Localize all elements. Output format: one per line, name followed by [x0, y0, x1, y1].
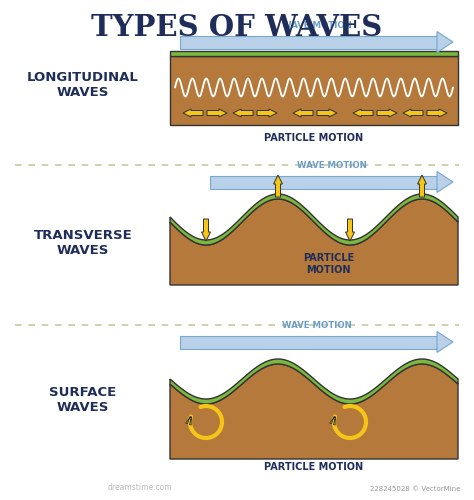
- Text: TRANSVERSE
WAVES: TRANSVERSE WAVES: [34, 229, 132, 257]
- Text: PARTICLE
MOTION: PARTICLE MOTION: [303, 253, 354, 274]
- Text: WAVE MOTION: WAVE MOTION: [282, 22, 351, 30]
- FancyArrow shape: [201, 219, 210, 241]
- Polygon shape: [170, 194, 458, 245]
- Polygon shape: [170, 51, 458, 56]
- Text: PARTICLE MOTION: PARTICLE MOTION: [264, 462, 364, 472]
- Polygon shape: [437, 172, 453, 192]
- Polygon shape: [437, 332, 453, 352]
- Text: 228245028 © VectorMine: 228245028 © VectorMine: [370, 486, 460, 492]
- Text: dreamstime.com: dreamstime.com: [108, 483, 173, 492]
- Polygon shape: [437, 32, 453, 52]
- FancyArrow shape: [183, 109, 203, 117]
- Text: WAVE MOTION: WAVE MOTION: [297, 162, 366, 170]
- Text: TYPES OF WAVES: TYPES OF WAVES: [91, 13, 383, 42]
- Text: LONGITUDINAL
WAVES: LONGITUDINAL WAVES: [27, 71, 139, 99]
- Polygon shape: [180, 36, 437, 49]
- FancyArrow shape: [317, 109, 337, 117]
- FancyArrow shape: [273, 175, 283, 197]
- Polygon shape: [180, 336, 437, 348]
- Polygon shape: [170, 364, 458, 459]
- FancyArrow shape: [418, 175, 427, 197]
- Text: WAVE MOTION: WAVE MOTION: [282, 322, 351, 330]
- Polygon shape: [170, 199, 458, 285]
- FancyArrow shape: [377, 109, 397, 117]
- Text: PARTICLE MOTION: PARTICLE MOTION: [264, 133, 364, 143]
- Polygon shape: [210, 176, 437, 188]
- FancyArrow shape: [185, 416, 192, 425]
- FancyArrow shape: [427, 109, 447, 117]
- Polygon shape: [170, 56, 458, 125]
- FancyArrow shape: [346, 219, 355, 241]
- FancyArrow shape: [329, 416, 336, 425]
- FancyArrow shape: [257, 109, 277, 117]
- Text: SURFACE
WAVES: SURFACE WAVES: [49, 386, 117, 414]
- FancyArrow shape: [233, 109, 253, 117]
- FancyArrow shape: [403, 109, 423, 117]
- FancyArrow shape: [207, 109, 227, 117]
- FancyArrow shape: [353, 109, 373, 117]
- FancyArrow shape: [293, 109, 313, 117]
- Polygon shape: [170, 359, 458, 404]
